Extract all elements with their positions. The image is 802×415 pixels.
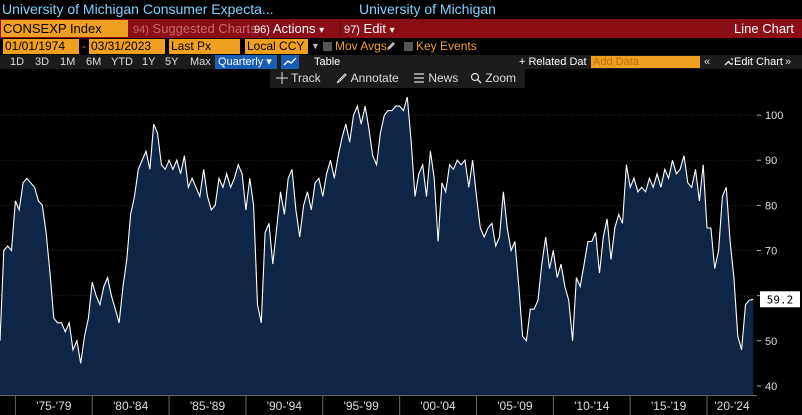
news-button[interactable]: News <box>413 69 458 88</box>
expand-icon[interactable]: » <box>785 56 792 68</box>
divider <box>250 21 251 36</box>
period-tab-6m[interactable]: 6M <box>86 56 102 68</box>
chart-type-button[interactable] <box>281 55 299 69</box>
key-events-checkbox[interactable] <box>404 42 413 51</box>
line-chart-icon <box>283 57 297 66</box>
period-tab-1d[interactable]: 1D <box>10 56 25 68</box>
security-title: University of Michigan Consumer Expecta.… <box>2 1 274 17</box>
start-date-field[interactable]: 01/01/1974 <box>3 39 79 54</box>
x-tick-label: '05-'09 <box>497 399 533 413</box>
x-tick-label: '20-'24 <box>714 399 750 413</box>
series-line <box>0 96 754 364</box>
table-button[interactable]: Table <box>314 56 341 68</box>
mov-avgs-checkbox[interactable] <box>323 42 332 51</box>
chart-toolbar: Track Annotate News Zoom <box>270 69 525 88</box>
divider <box>340 21 341 36</box>
period-tabs-row: 1D 3D 1M 6M YTD 1Y 5Y Max Quarterly ▾ Ta… <box>0 55 802 69</box>
related-data-button[interactable]: + Related Dat <box>519 56 587 68</box>
x-tick-label: '75-'79 <box>36 399 72 413</box>
y-tick-label: 70 <box>765 246 777 258</box>
annotate-button[interactable]: Annotate <box>336 69 399 88</box>
pencil-icon <box>336 73 347 84</box>
x-axis-band <box>0 396 802 415</box>
command-bar: CONSEXP Index 94) Suggested Charts 96) A… <box>0 19 802 38</box>
x-tick-label: '95-'99 <box>344 399 380 413</box>
period-tab-3d[interactable]: 3D <box>35 56 50 68</box>
source-title: University of Michigan <box>359 1 496 17</box>
chevron-down-icon[interactable]: ▼ <box>311 41 320 51</box>
zoom-label: Zoom <box>485 71 517 85</box>
news-label: News <box>428 71 459 85</box>
period-tab-1m[interactable]: 1M <box>60 56 76 68</box>
x-axis: '75-'79 '80-'84 '85-'89 '90-'94 '95-'99 '00-'… <box>0 395 802 415</box>
parameters-row: 01/01/1974 - 03/31/2023 Last Px Local CC… <box>0 38 802 55</box>
magnifier-icon <box>470 72 482 84</box>
frequency-select[interactable]: Quarterly ▾ <box>215 55 277 69</box>
period-tab-1y[interactable]: 1Y <box>142 56 156 68</box>
last-value-badge: 59.2 <box>760 291 800 308</box>
x-tick-label: '90-'94 <box>267 399 303 413</box>
chevron-down-icon: ▾ <box>389 25 395 36</box>
suggested-charts-number: 94) <box>133 24 149 36</box>
collapse-icon[interactable]: « <box>704 56 711 68</box>
add-data-input[interactable]: Add Data <box>591 56 700 68</box>
suggested-charts-label: Suggested Charts <box>152 21 257 36</box>
x-tick-label: '15-'19 <box>651 399 687 413</box>
y-tick-label: 50 <box>765 336 777 348</box>
list-icon <box>414 73 424 83</box>
y-tick-label: 90 <box>765 155 777 167</box>
actions-number: 96) <box>254 24 270 36</box>
date-separator: - <box>82 39 86 53</box>
period-tab-max[interactable]: Max <box>190 56 211 68</box>
view-name: Line Chart <box>734 21 794 36</box>
chevron-down-icon: ▾ <box>319 25 325 36</box>
actions-menu-button[interactable]: 96) Actions ▾ <box>254 20 324 37</box>
y-axis: 405060708090100 <box>757 110 783 393</box>
x-tick-label: '85-'89 <box>190 399 226 413</box>
edit-menu-button[interactable]: 97) Edit ▾ <box>344 20 395 37</box>
wrench-icon <box>724 58 733 66</box>
annotate-label: Annotate <box>350 71 399 85</box>
last-value-label: 59.2 <box>767 293 794 306</box>
zoom-button[interactable]: Zoom <box>470 69 516 88</box>
track-button[interactable]: Track <box>276 69 321 88</box>
y-tick-label: 100 <box>765 110 783 122</box>
y-tick-label: 40 <box>765 381 777 393</box>
period-tab-5y[interactable]: 5Y <box>165 56 179 68</box>
actions-label: Actions <box>272 21 316 36</box>
key-events-label: Key Events <box>416 39 477 53</box>
currency-select[interactable]: Local CCY <box>245 39 308 54</box>
series-area <box>0 97 754 395</box>
x-tick-label: '00-'04 <box>420 399 456 413</box>
x-tick-label: '80-'84 <box>113 399 149 413</box>
line-chart[interactable]: 405060708090100 '75-'79'80-'84'85-'89'90… <box>0 88 802 415</box>
track-label: Track <box>291 71 321 85</box>
period-tab-ytd[interactable]: YTD <box>111 56 133 68</box>
end-date-field[interactable]: 03/31/2023 <box>89 39 165 54</box>
x-tick-label: '10-'14 <box>574 399 610 413</box>
ticker-input[interactable]: CONSEXP Index <box>1 20 128 37</box>
edit-number: 97) <box>344 24 360 36</box>
y-tick-label: 80 <box>765 200 777 212</box>
mov-avgs-label: Mov Avgs <box>335 39 387 53</box>
suggested-charts-button[interactable]: 94) Suggested Charts <box>133 20 257 37</box>
window-title-bar: University of Michigan Consumer Expecta.… <box>0 0 802 19</box>
edit-chart-button[interactable]: Edit Chart <box>734 56 783 68</box>
crosshair-icon <box>276 72 288 84</box>
pencil-icon[interactable] <box>386 41 396 51</box>
edit-label: Edit <box>363 21 386 36</box>
price-field-select[interactable]: Last Px <box>169 39 240 54</box>
last-value-box <box>760 291 800 308</box>
